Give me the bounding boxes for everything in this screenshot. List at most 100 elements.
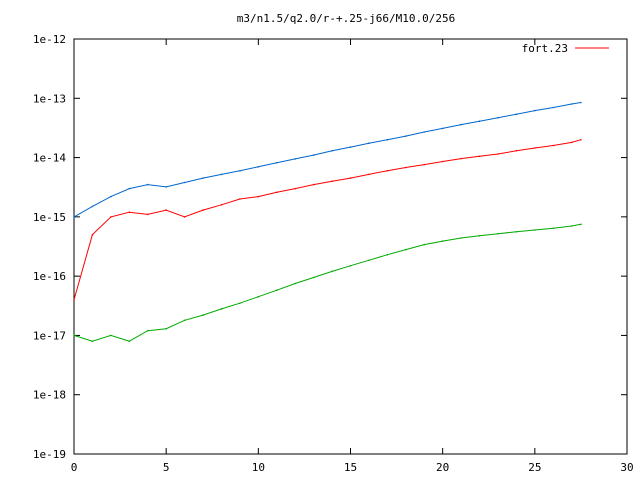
data-point (312, 154, 315, 156)
data-point (312, 183, 315, 186)
series-line (73, 102, 581, 218)
series-layer (73, 101, 582, 343)
data-point (534, 109, 536, 112)
data-point (257, 166, 260, 168)
data-point (423, 131, 426, 133)
data-point (515, 150, 518, 152)
data-point (552, 106, 555, 109)
data-point (331, 150, 333, 152)
axes: 0 5 10 15 20 25 30 1e-19 1e-18 1e-17 1e-16 1e-15 1e-… (33, 33, 634, 474)
data-point (349, 146, 352, 148)
data-point (183, 216, 186, 218)
data-point (552, 144, 555, 147)
chart-title: m3/n1.5/q2.0/r-+.25-j66/M10.0/256 (237, 12, 456, 25)
data-point (312, 276, 315, 279)
y-tick-label: 1e-17 (33, 329, 66, 342)
data-point (73, 216, 75, 218)
data-point (239, 302, 241, 305)
data-point (202, 177, 204, 179)
legend-label: fort.23 (522, 42, 568, 55)
y-tick-label: 1e-13 (33, 92, 66, 105)
x-tick-label: 10 (252, 461, 265, 474)
data-point (73, 298, 75, 301)
data-point (165, 209, 167, 211)
series-line (73, 223, 581, 342)
series-line (73, 139, 582, 300)
data-point (534, 147, 536, 149)
x-tick-label: 30 (620, 461, 633, 474)
data-point (368, 259, 370, 262)
data-point (128, 187, 131, 190)
data-point (386, 253, 389, 256)
data-point (570, 103, 573, 105)
data-point (405, 248, 407, 251)
data-point (349, 264, 352, 267)
data-point (91, 205, 94, 208)
data-point (497, 153, 499, 155)
data-point (91, 233, 94, 236)
data-point (202, 314, 204, 316)
data-point (110, 334, 112, 337)
data-point (478, 120, 481, 122)
data-point (423, 163, 426, 166)
x-tick-label: 0 (71, 461, 78, 474)
data-point (276, 289, 278, 292)
data-point (331, 270, 333, 273)
data-point (534, 229, 536, 231)
data-point (91, 340, 94, 343)
data-point (386, 138, 389, 141)
data-point (349, 177, 352, 179)
x-tick-label: 20 (436, 461, 449, 474)
data-point (331, 180, 333, 182)
data-point (257, 295, 260, 298)
data-point (294, 187, 297, 190)
data-point (386, 169, 389, 172)
data-point (239, 169, 241, 172)
x-tick-label: 25 (528, 461, 541, 474)
data-point (441, 127, 444, 130)
data-point (570, 225, 573, 227)
data-point (368, 173, 370, 176)
data-point (128, 340, 131, 343)
data-point (220, 173, 223, 176)
data-point (580, 138, 582, 141)
data-point (128, 211, 131, 213)
data-point (515, 113, 518, 115)
data-point (239, 198, 241, 200)
data-point (220, 308, 223, 310)
data-point (257, 195, 260, 198)
y-tick-label: 1e-14 (33, 152, 66, 165)
data-point (515, 231, 518, 233)
y-tick-label: 1e-15 (33, 211, 66, 224)
data-point (165, 327, 167, 330)
data-point (580, 101, 582, 104)
data-point (183, 181, 186, 184)
data-point (441, 160, 444, 163)
data-point (497, 116, 499, 119)
plot-frame (73, 38, 628, 455)
y-tick-label: 1e-18 (33, 389, 66, 402)
data-point (580, 223, 582, 226)
data-point (202, 209, 204, 211)
data-point (405, 166, 407, 169)
data-point (478, 155, 481, 158)
data-point (460, 123, 462, 126)
data-point (220, 204, 223, 206)
data-point (478, 235, 481, 237)
data-point (276, 161, 278, 164)
x-tick-label: 5 (163, 461, 170, 474)
y-tick-label: 1e-19 (33, 448, 66, 461)
data-point (294, 282, 297, 285)
data-point (146, 183, 149, 186)
data-point (146, 329, 149, 332)
data-point (460, 157, 462, 160)
data-point (110, 216, 112, 218)
data-point (552, 227, 555, 230)
data-point (146, 213, 149, 216)
y-tick-label: 1e-12 (33, 33, 66, 46)
data-point (368, 142, 370, 144)
data-point (73, 334, 75, 337)
data-point (405, 135, 407, 137)
legend: fort.23 (522, 42, 609, 55)
